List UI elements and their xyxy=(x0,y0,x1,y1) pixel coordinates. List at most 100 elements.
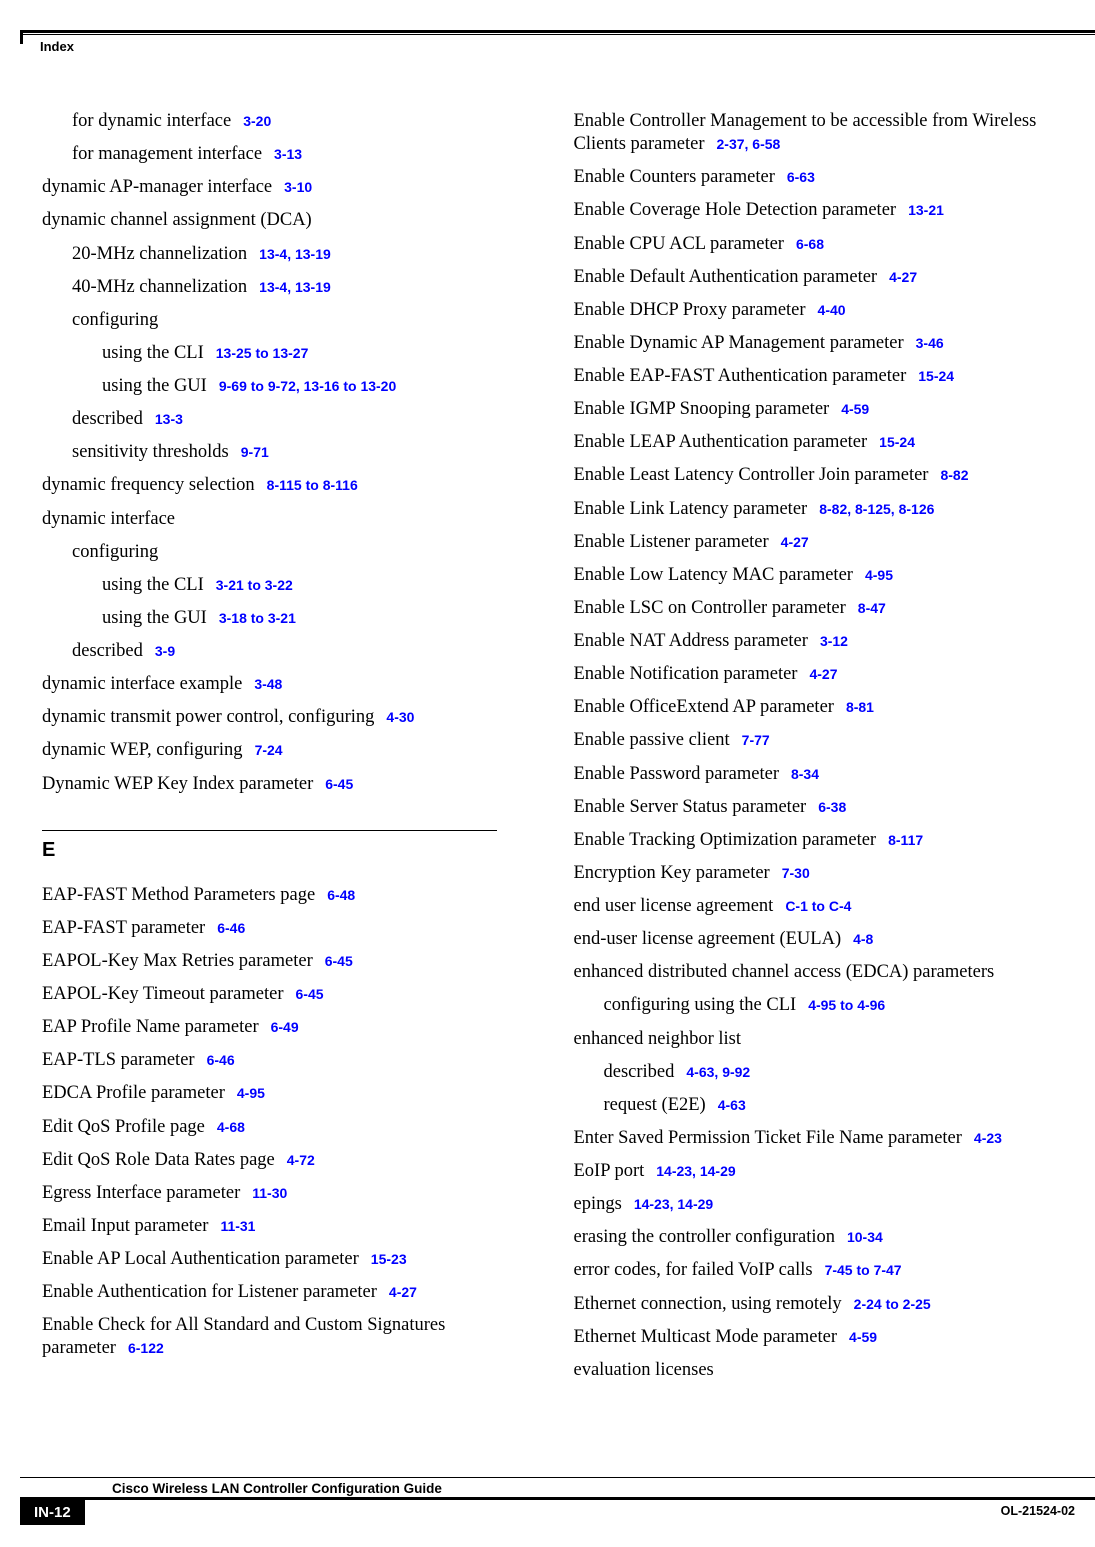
index-entry: Enable OfficeExtend AP parameter8-81 xyxy=(574,696,1086,719)
index-entry: EAP-TLS parameter6-46 xyxy=(42,1049,538,1072)
page-reference[interactable]: 4-23 xyxy=(974,1130,1002,1146)
index-entry: using the GUI3-18 to 3-21 xyxy=(42,607,538,630)
page-reference[interactable]: 11-30 xyxy=(252,1185,287,1201)
page-reference[interactable]: 9-69 to 9-72, 13-16 to 13-20 xyxy=(219,378,396,394)
page-reference[interactable]: 4-59 xyxy=(849,1329,877,1345)
index-entry: 20-MHz channelization13-4, 13-19 xyxy=(42,243,538,266)
index-entry: Enable Listener parameter4-27 xyxy=(574,531,1086,554)
section-rule xyxy=(42,830,497,831)
index-entry: configuring using the CLI 4-95 to 4-96 xyxy=(574,994,1086,1017)
page-reference[interactable]: 7-45 to 7-47 xyxy=(825,1262,902,1278)
page-reference[interactable]: 8-115 to 8-116 xyxy=(267,477,358,493)
page-reference[interactable]: 3-48 xyxy=(254,676,282,692)
entry-text: EAP-FAST parameter xyxy=(42,918,205,938)
page-reference[interactable]: 14-23, 14-29 xyxy=(634,1196,713,1212)
entry-text: 40-MHz channelization xyxy=(72,277,247,297)
page-reference[interactable]: 6-46 xyxy=(207,1052,235,1068)
page-reference[interactable]: 4-27 xyxy=(809,666,837,682)
page-reference[interactable]: 4-68 xyxy=(217,1119,245,1135)
page-reference[interactable]: 4-27 xyxy=(389,1284,417,1300)
page-reference[interactable]: 15-24 xyxy=(918,368,954,384)
page-reference[interactable]: 4-30 xyxy=(386,709,414,725)
page-reference[interactable]: 13-21 xyxy=(908,202,944,218)
page-reference[interactable]: 8-47 xyxy=(858,600,886,616)
page-reference[interactable]: 4-8 xyxy=(853,931,873,947)
page-reference[interactable]: 4-27 xyxy=(781,534,809,550)
page-reference[interactable]: 6-45 xyxy=(325,953,353,969)
page-reference[interactable]: 3-12 xyxy=(820,633,848,649)
index-entry: Enable Authentication for Listener param… xyxy=(42,1281,538,1304)
entry-text: Edit QoS Profile page xyxy=(42,1117,205,1137)
entry-text: dynamic frequency selection xyxy=(42,475,255,495)
page-reference[interactable]: 10-34 xyxy=(847,1229,883,1245)
index-entry: EAPOL-Key Timeout parameter6-45 xyxy=(42,983,538,1006)
page-reference[interactable]: 3-21 to 3-22 xyxy=(216,577,293,593)
page-reference[interactable]: 4-27 xyxy=(889,269,917,285)
page-reference[interactable]: 13-4, 13-19 xyxy=(259,279,331,295)
page-reference[interactable]: 3-20 xyxy=(243,113,271,129)
entry-text: Enable LSC on Controller parameter xyxy=(574,598,846,618)
page-reference[interactable]: 13-3 xyxy=(155,411,183,427)
entry-text: Enable IGMP Snooping parameter xyxy=(574,399,830,419)
page-reference[interactable]: 8-117 xyxy=(888,832,923,848)
page-reference[interactable]: 6-45 xyxy=(325,776,353,792)
entry-text: Enable LEAP Authentication parameter xyxy=(574,432,868,452)
index-entry: Enable NAT Address parameter3-12 xyxy=(574,630,1086,653)
page-reference[interactable]: 13-4, 13-19 xyxy=(259,246,331,262)
entry-text: Enable AP Local Authentication parameter xyxy=(42,1249,359,1269)
page-reference[interactable]: 4-59 xyxy=(841,401,869,417)
page-reference[interactable]: 8-82, 8-125, 8-126 xyxy=(819,501,934,517)
page-reference[interactable]: 13-25 to 13-27 xyxy=(216,345,309,361)
page-reference[interactable]: 7-30 xyxy=(782,865,810,881)
page-reference[interactable]: 8-34 xyxy=(791,766,819,782)
index-entry: end user license agreementC-1 to C-4 xyxy=(574,895,1086,918)
page-reference[interactable]: 4-72 xyxy=(287,1152,315,1168)
page-reference[interactable]: 4-95 xyxy=(865,567,893,583)
page-reference[interactable]: 6-45 xyxy=(296,986,324,1002)
page-reference[interactable]: 4-95 xyxy=(237,1085,265,1101)
entry-text: EoIP port xyxy=(574,1161,645,1181)
page-reference[interactable]: 3-10 xyxy=(284,179,312,195)
index-entry: for management interface3-13 xyxy=(42,143,538,166)
page-reference[interactable]: 14-23, 14-29 xyxy=(656,1163,735,1179)
entry-text: configuring using the CLI xyxy=(604,995,797,1015)
page-reference[interactable]: 3-46 xyxy=(916,335,944,351)
page-reference[interactable]: 9-71 xyxy=(241,444,269,460)
index-entry: for dynamic interface3-20 xyxy=(42,110,538,133)
index-entry: Enable passive client7-77 xyxy=(574,729,1086,752)
entry-text: sensitivity thresholds xyxy=(72,442,229,462)
page-reference[interactable]: 3-18 to 3-21 xyxy=(219,610,296,626)
page-reference[interactable]: 6-48 xyxy=(327,887,355,903)
page-reference[interactable]: 8-82 xyxy=(940,467,968,483)
page-reference[interactable]: 2-37, 6-58 xyxy=(717,136,781,152)
page-reference[interactable]: 7-24 xyxy=(255,742,283,758)
page-reference[interactable]: 4-63, 9-92 xyxy=(686,1064,750,1080)
page-reference[interactable]: 6-68 xyxy=(796,236,824,252)
page-reference[interactable]: C-1 to C-4 xyxy=(785,898,851,914)
page-reference[interactable]: 4-95 to 4-96 xyxy=(808,997,885,1013)
index-entry: described3-9 xyxy=(42,640,538,663)
index-entry: Enable Dynamic AP Management parameter3-… xyxy=(574,332,1086,355)
page-reference[interactable]: 15-23 xyxy=(371,1251,407,1267)
index-entry: dynamic channel assignment (DCA) xyxy=(42,209,538,232)
entry-text: Enable Coverage Hole Detection parameter xyxy=(574,200,897,220)
index-entry: dynamic AP-manager interface3-10 xyxy=(42,176,538,199)
index-entry: described4-63, 9-92 xyxy=(574,1061,1086,1084)
page-reference[interactable]: 11-31 xyxy=(220,1218,255,1234)
entry-text: Enable Link Latency parameter xyxy=(574,499,808,519)
page-reference[interactable]: 8-81 xyxy=(846,699,874,715)
page-reference[interactable]: 6-63 xyxy=(787,169,815,185)
page-reference[interactable]: 7-77 xyxy=(742,732,770,748)
page-reference[interactable]: 15-24 xyxy=(879,434,915,450)
page-reference[interactable]: 3-13 xyxy=(274,146,302,162)
index-entry: Ethernet Multicast Mode parameter4-59 xyxy=(574,1326,1086,1349)
page-reference[interactable]: 3-9 xyxy=(155,643,175,659)
page-reference[interactable]: 4-63 xyxy=(718,1097,746,1113)
page-reference[interactable]: 6-49 xyxy=(271,1019,299,1035)
index-entry: Enable LEAP Authentication parameter 15-2… xyxy=(574,431,1086,454)
page-reference[interactable]: 6-122 xyxy=(128,1340,164,1356)
page-reference[interactable]: 6-46 xyxy=(217,920,245,936)
page-reference[interactable]: 2-24 to 2-25 xyxy=(854,1296,931,1312)
page-reference[interactable]: 6-38 xyxy=(818,799,846,815)
page-reference[interactable]: 4-40 xyxy=(818,302,846,318)
